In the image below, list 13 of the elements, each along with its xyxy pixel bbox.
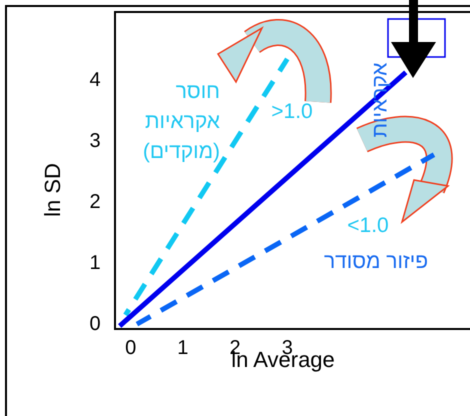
annotation: >1.0 bbox=[271, 100, 313, 123]
y-axis-title: ln SD bbox=[40, 163, 65, 217]
annotation: חוסר אקראיות (מוקדים) bbox=[142, 80, 220, 163]
annotation: פיזור מסודר bbox=[324, 250, 428, 273]
annotation: <1.0 bbox=[347, 214, 389, 237]
y-tick-label: 3 bbox=[89, 130, 101, 152]
x-tick-label: 0 bbox=[125, 337, 136, 359]
y-tick-label: 1 bbox=[89, 252, 101, 274]
x-tick-label: 1 bbox=[177, 337, 188, 359]
y-tick-label: 4 bbox=[89, 69, 101, 92]
annotation: אקראיות bbox=[368, 62, 392, 138]
y-tick-label: 2 bbox=[89, 190, 101, 213]
y-tick-label: 0 bbox=[89, 312, 101, 335]
